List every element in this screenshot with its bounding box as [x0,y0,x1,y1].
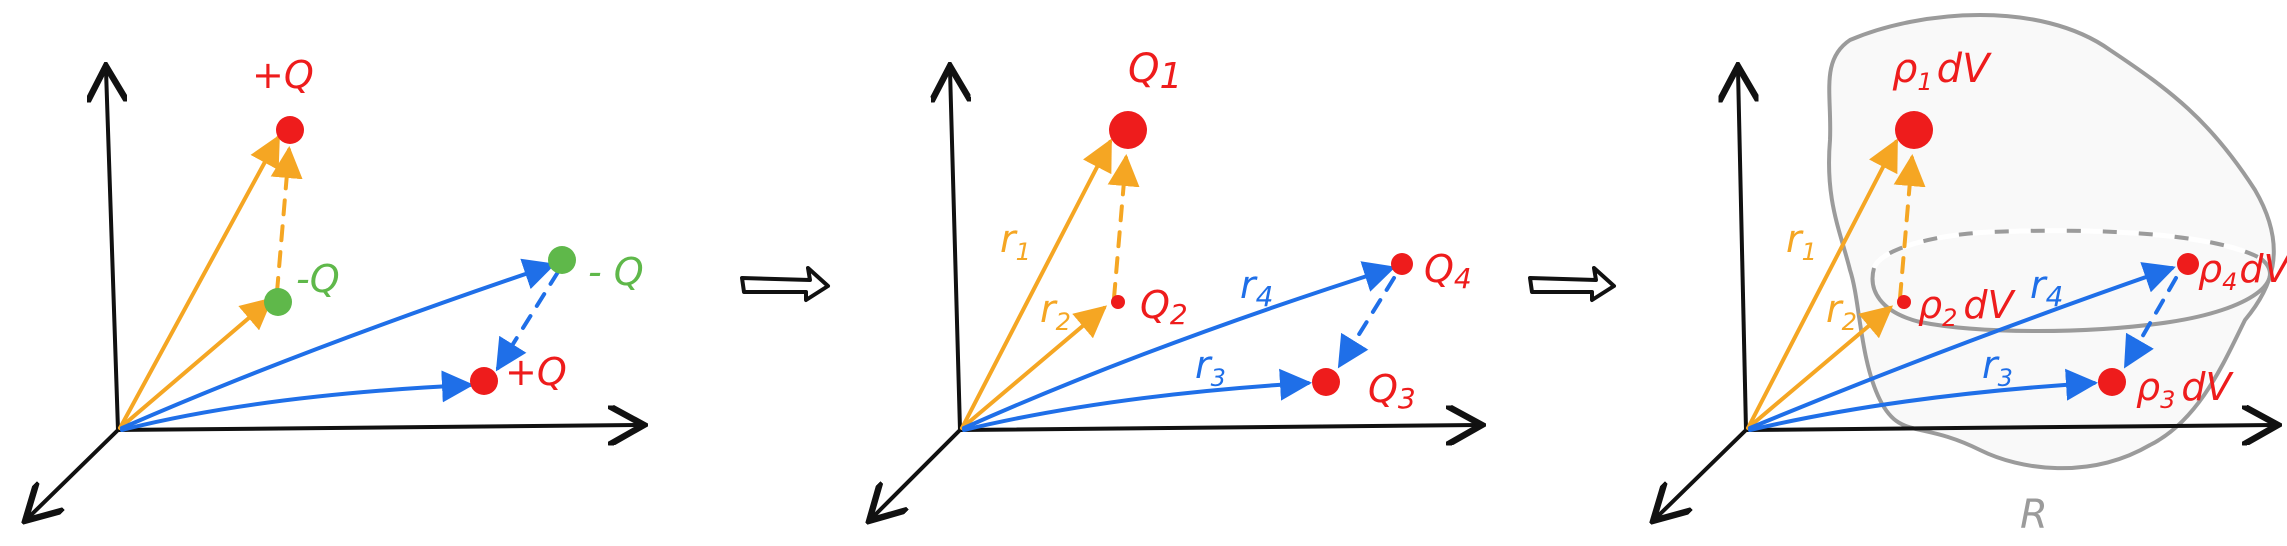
panel-point-charges: Q1 Q2 Q3 Q4 r1 r2 r3 r4 [872,46,1478,518]
label-q3: Q3 [1368,367,1416,415]
label-minus-q-mid: -Q [296,257,340,301]
blue-vectors-panel1 [122,265,558,430]
dipole-dash-orange [277,150,289,292]
axes-panel2 [872,70,1478,518]
vector-r4 [964,268,1392,428]
label-r1: r1 [1000,217,1031,266]
vector-r1 [962,142,1110,428]
charge-q4 [1391,253,1413,275]
element-rho2 [1897,295,1911,309]
label-r3: r3 [1195,343,1226,392]
label-minus-q-right: - Q [588,250,644,294]
charge-minus-q-mid [264,288,292,316]
label-region: R [2020,492,2048,538]
label-r4: r4 [1240,263,1273,313]
panel-discrete-dipoles: +Q -Q - Q +Q [28,53,644,518]
z-axis [950,70,960,430]
charge-plus-q-top [276,116,304,144]
charge-q3 [1312,368,1340,396]
label-q1: Q1 [1128,46,1182,97]
orange-vectors-panel2 [962,142,1126,428]
label-r1: r1 [1786,217,1817,266]
implies-arrow-1 [742,268,828,300]
label-r2: r2 [1826,287,1857,336]
label-rho3-dv: ρ3 dV [2136,365,2235,414]
x-axis [960,425,1478,430]
dash-q4-q3 [1340,278,1394,365]
blue-vectors-panel2 [964,268,1394,430]
x-axis [118,425,640,430]
y-axis [872,430,960,518]
orange-vectors-panel1 [120,138,289,428]
label-rho1-dv: ρ1 dV [1892,46,1992,96]
vector-to-minus-q [120,300,270,428]
panel-charge-density: ρ1 dV ρ2 dV ρ3 dV ρ4dV r1 r2 r3 r4 R [1656,15,2287,538]
charge-q2 [1111,295,1125,309]
label-q2: Q2 [1140,283,1188,331]
charge-minus-q-right [548,246,576,274]
charge-plus-q-right [470,367,498,395]
z-axis [1738,70,1746,430]
x-axis [1746,425,2274,430]
element-rho3 [2098,368,2126,396]
label-plus-q-top: +Q [252,53,314,97]
implies-arrow-2 [1530,268,1614,300]
charge-q1 [1109,111,1147,149]
label-rho2-dv: ρ2 dV [1918,283,2017,332]
vector-r2 [962,308,1104,428]
label-q4: Q4 [1424,247,1472,295]
dash-q2-q1 [1114,158,1126,298]
y-axis [1656,430,1746,518]
y-axis [28,430,118,518]
label-r2: r2 [1040,287,1071,336]
label-rho4-dv: ρ4dV [2198,247,2287,296]
label-plus-q-right: +Q [505,350,567,394]
vector-to-plus-q [120,138,278,428]
element-rho4 [2177,253,2199,275]
element-rho1 [1895,111,1933,149]
z-axis [106,70,118,430]
